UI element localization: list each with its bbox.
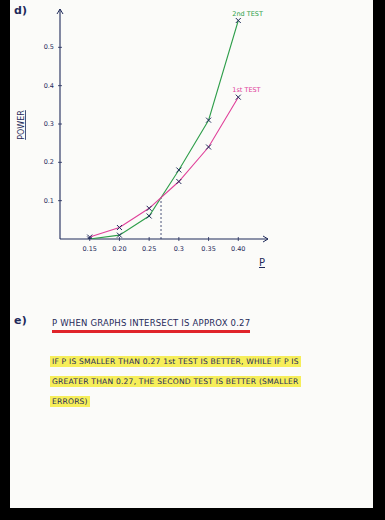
plot-area [87,18,241,239]
point-marker [206,145,211,150]
x-tick [119,237,120,241]
point-marker [236,18,241,23]
point-marker [147,206,152,211]
series-label: 2nd TEST [232,10,263,18]
point-marker [87,235,92,239]
part-label: d) [14,4,27,17]
y-tick [58,200,62,201]
x-tick-label: 0.15 [82,245,96,253]
page [10,0,373,508]
point-marker [176,179,181,184]
x-tick [208,237,209,241]
y-axis-label: POWER [17,110,26,140]
point-marker [236,95,241,100]
conclusion-text: IF P IS SMALLER THAN 0.27 1st TEST IS BE… [50,356,301,407]
y-tick [58,162,62,163]
y-tick [58,124,62,125]
y-tick-label: 0.4 [44,82,54,90]
x-tick-label: 0.25 [142,245,156,253]
series-label: 1st TEST [232,86,260,94]
y-tick-label: 0.1 [44,197,54,205]
conclusion-block: IF P IS SMALLER THAN 0.27 1st TEST IS BE… [50,352,335,412]
series-line [90,21,239,240]
x-axis-label: P [259,257,265,268]
point-marker [206,118,211,123]
x-tick [178,237,179,241]
axis-arrow [57,9,63,14]
x-tick [149,237,150,241]
y-tick-label: 0.3 [44,120,54,128]
point-marker [117,225,122,230]
reference-line [161,198,162,239]
x-tick [238,237,239,241]
point-marker [176,168,181,173]
part-label: e) [14,314,27,327]
point-marker [147,214,152,219]
y-tick [58,47,62,48]
y-tick-label: 0.2 [44,158,54,166]
chart: 0.15 0.20 0.25 0.3 0.35 0.40 0.1 0.2 0.3 0.4 0.5 P P… [0,0,385,300]
x-tick-label: 0.40 [231,245,245,253]
axis-arrow [263,236,268,242]
series-line [90,97,239,237]
point-marker [117,233,122,238]
answer-text: P WHEN GRAPHS INTERSECT IS APPROX 0.27 [52,318,250,333]
y-tick [58,85,62,86]
y-tick-label: 0.5 [44,43,54,51]
x-tick-label: 0.35 [201,245,215,253]
x-tick-label: 0.20 [112,245,126,253]
x-tick-label: 0.3 [174,245,184,253]
